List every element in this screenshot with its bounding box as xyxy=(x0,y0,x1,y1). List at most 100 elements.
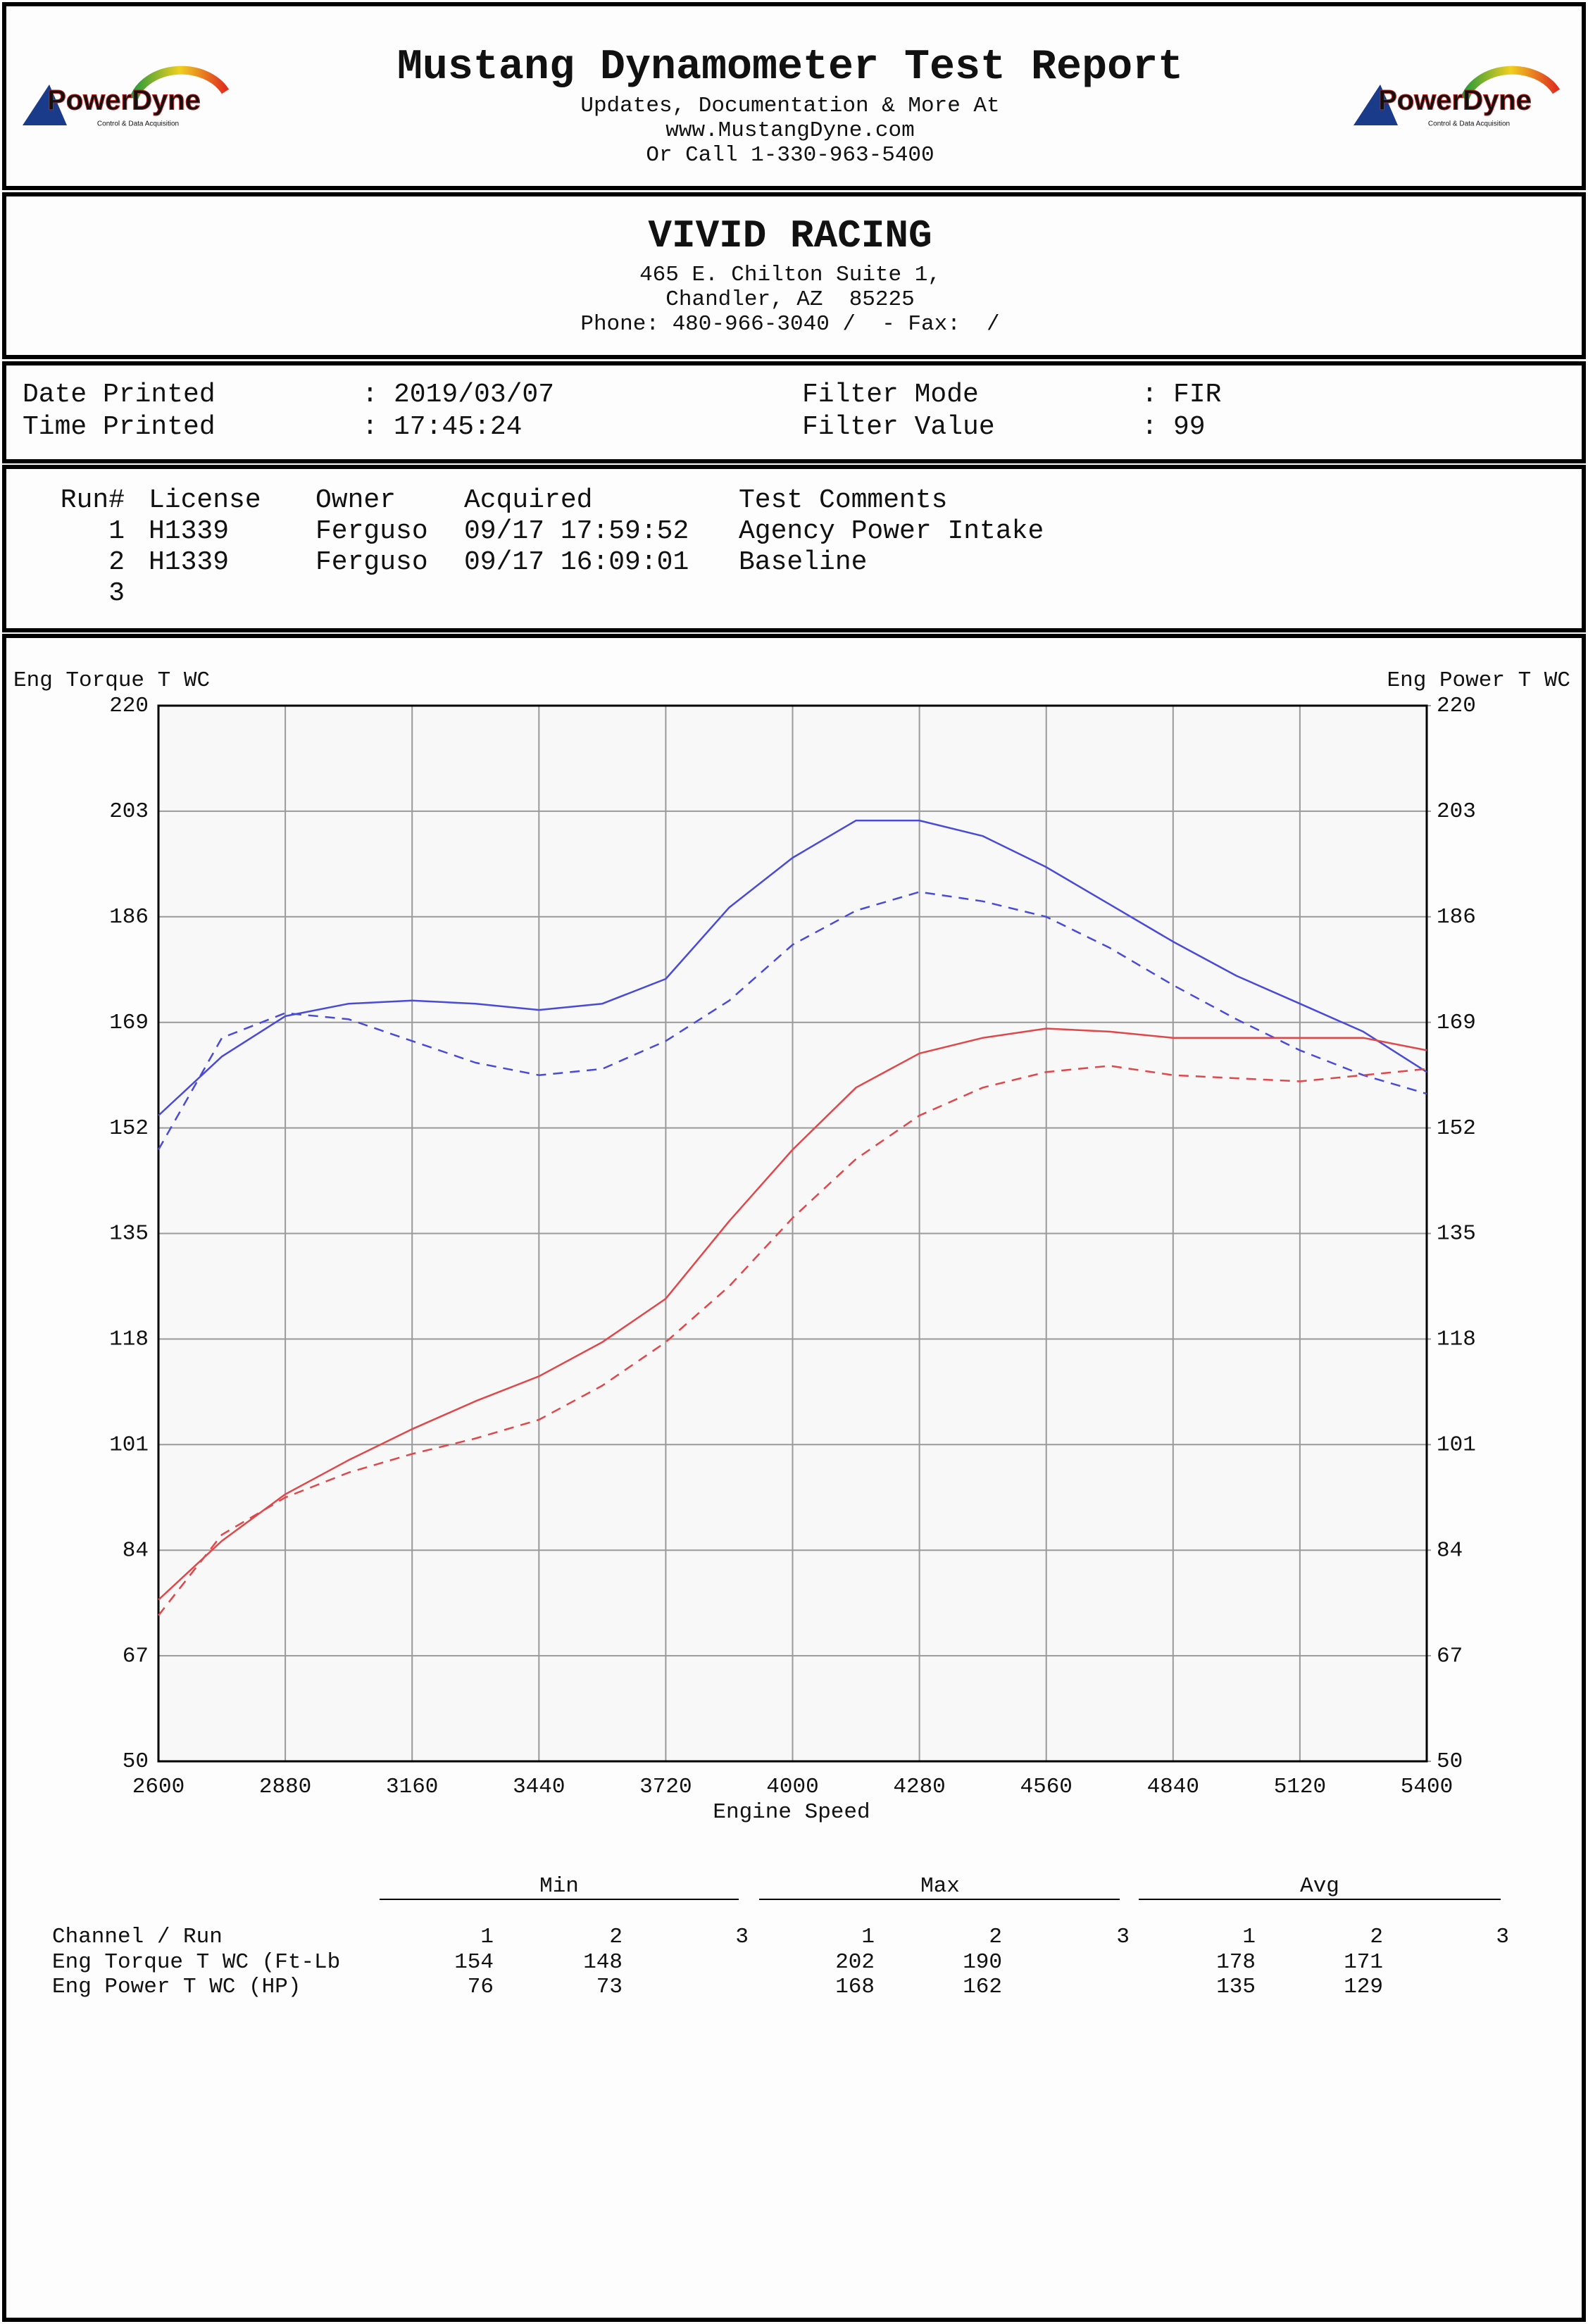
header-box xyxy=(2,2,1586,190)
y-tick-label: 67 xyxy=(123,1644,149,1668)
y-tick-label: 101 xyxy=(109,1432,149,1457)
summary-value: 202 xyxy=(835,1950,875,1975)
runs-header: Test Comments xyxy=(739,485,947,516)
y2-tick-label: 84 xyxy=(1437,1538,1463,1563)
y-tick-label: 203 xyxy=(109,799,149,824)
summary-run: 3 xyxy=(1116,1925,1130,1949)
summary-value: 162 xyxy=(963,1975,1002,1999)
x-tick-label: 4280 xyxy=(893,1775,945,1799)
x-axis-title: Engine Speed xyxy=(713,1800,870,1825)
runs-cell: Ferguso xyxy=(315,516,428,546)
summary-group: Max xyxy=(920,1874,960,1899)
chart-box xyxy=(2,634,1586,2322)
runs-header: License xyxy=(149,485,261,516)
summary-channel: Eng Power T WC (HP) xyxy=(52,1975,301,1999)
info-value: 17:45:24 xyxy=(394,412,522,442)
header-line: Updates, Documentation & More At xyxy=(580,94,999,118)
info-label: Filter Mode xyxy=(802,380,979,410)
shop-name: VIVID RACING xyxy=(648,213,932,258)
series-line xyxy=(158,1065,1427,1616)
x-tick-label: 4000 xyxy=(766,1775,818,1799)
x-tick-label: 4560 xyxy=(1020,1775,1072,1799)
runs-cell: Baseline xyxy=(739,547,867,577)
logo-brand: PowerDyne xyxy=(1378,85,1532,116)
runs-cell: H1339 xyxy=(149,547,229,577)
x-tick-label: 5400 xyxy=(1401,1775,1453,1799)
runs-cell: Agency Power Intake xyxy=(739,516,1044,546)
y2-tick-label: 50 xyxy=(1437,1749,1463,1774)
y2-tick-label: 101 xyxy=(1437,1432,1476,1457)
info-label: Time Printed xyxy=(23,412,215,442)
y-axis-title: Eng Torque T WC xyxy=(13,668,210,693)
runs-box xyxy=(2,465,1586,632)
logo-brand: PowerDyne xyxy=(47,85,201,116)
summary-value: 168 xyxy=(835,1975,875,1999)
x-tick-label: 3160 xyxy=(386,1775,438,1799)
series-line xyxy=(158,1027,1427,1601)
y-tick-label: 186 xyxy=(109,905,149,930)
x-tick-label: 2600 xyxy=(132,1775,185,1799)
y2-axis-title: Eng Power T WC xyxy=(1387,668,1570,693)
y2-tick-label: 152 xyxy=(1437,1116,1476,1141)
info-separator: : xyxy=(1142,380,1158,410)
report-title: Mustang Dynamometer Test Report xyxy=(397,44,1183,92)
y-tick-label: 152 xyxy=(109,1116,149,1141)
summary-run: 2 xyxy=(989,1925,1002,1949)
logo-left xyxy=(23,65,230,125)
info-label: Date Printed xyxy=(23,380,215,410)
y2-tick-label: 67 xyxy=(1437,1644,1463,1668)
summary-value: 148 xyxy=(583,1950,623,1975)
y2-tick-label: 220 xyxy=(1437,694,1476,718)
logo-right xyxy=(1353,65,1561,125)
info-separator: : xyxy=(362,380,378,410)
runs-header: Acquired xyxy=(464,485,592,516)
runs-cell: 1 xyxy=(108,516,125,546)
summary-value: 178 xyxy=(1216,1950,1256,1975)
print-box xyxy=(2,361,1586,463)
y-tick-label: 169 xyxy=(109,1011,149,1035)
summary-header: Channel / Run xyxy=(52,1925,223,1949)
x-tick-label: 5120 xyxy=(1274,1775,1326,1799)
summary-run: 3 xyxy=(1496,1925,1509,1949)
plot-border xyxy=(157,704,1428,1763)
series-line xyxy=(158,819,1427,1116)
shop-box xyxy=(2,192,1586,359)
x-tick-label: 4840 xyxy=(1147,1775,1199,1799)
logo-arc xyxy=(130,65,230,101)
runs-cell: Ferguso xyxy=(315,547,428,577)
x-tick-label: 3440 xyxy=(513,1775,565,1799)
summary-value: 171 xyxy=(1344,1950,1383,1975)
summary-group: Min xyxy=(539,1874,579,1899)
info-separator: : xyxy=(1142,412,1158,442)
y-tick-label: 220 xyxy=(109,694,149,718)
summary-run: 2 xyxy=(609,1925,623,1949)
y2-tick-label: 135 xyxy=(1437,1222,1476,1247)
y-tick-label: 84 xyxy=(123,1538,149,1563)
summary-run: 1 xyxy=(1242,1925,1256,1949)
logo-triangle xyxy=(23,85,67,125)
y2-tick-label: 186 xyxy=(1437,905,1476,930)
logo-tagline: Control & Data Acquisition xyxy=(1428,120,1510,128)
info-label: Filter Value xyxy=(802,412,995,442)
summary-value: 135 xyxy=(1216,1975,1256,1999)
runs-header: Owner xyxy=(315,485,396,516)
info-value: FIR xyxy=(1173,380,1221,410)
runs-cell: 09/17 16:09:01 xyxy=(464,547,689,577)
runs-cell: 2 xyxy=(108,547,125,577)
runs-cell: H1339 xyxy=(149,516,229,546)
info-value: 99 xyxy=(1173,412,1206,442)
y-tick-label: 118 xyxy=(109,1327,149,1352)
y-tick-label: 135 xyxy=(109,1222,149,1247)
summary-run: 2 xyxy=(1370,1925,1383,1949)
shop-line: Phone: 480-966-3040 / - Fax: / xyxy=(580,312,999,337)
header-line: Or Call 1-330-963-5400 xyxy=(646,143,934,168)
summary-value: 190 xyxy=(963,1950,1002,1975)
summary-value: 76 xyxy=(468,1975,494,1999)
series-line xyxy=(157,891,1427,1151)
summary-run: 1 xyxy=(480,1925,494,1949)
summary-value: 73 xyxy=(596,1975,623,1999)
logo-tagline: Control & Data Acquisition xyxy=(97,120,179,128)
y2-tick-label: 169 xyxy=(1437,1011,1476,1035)
y-tick-label: 50 xyxy=(123,1749,149,1774)
